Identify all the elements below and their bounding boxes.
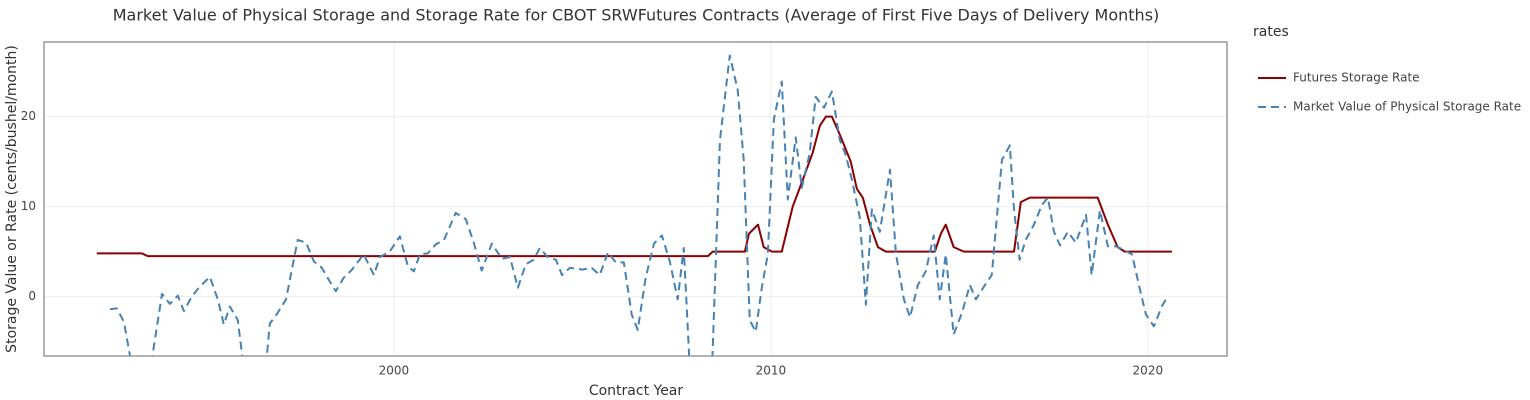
x-tick-label: 2000 — [379, 364, 410, 378]
grid — [44, 42, 1227, 356]
x-tick-label: 2010 — [756, 364, 787, 378]
series-line — [109, 54, 1167, 356]
y-tick-label: 20 — [21, 109, 36, 123]
plot-border — [43, 41, 1228, 357]
y-tick-label: 10 — [21, 199, 36, 213]
legend-label: Market Value of Physical Storage Rate — [1293, 100, 1521, 114]
series-line — [96, 115, 1172, 258]
y-axis-title: Storage Value or Rate (cents/bushel/mont… — [4, 45, 20, 353]
legend: Futures Storage Rate Market Value of Phys… — [1258, 71, 1521, 114]
plot-lines — [96, 54, 1172, 356]
y-tick-label: 0 — [28, 289, 36, 303]
x-axis-title: Contract Year — [589, 383, 684, 399]
x-tick-label: 2020 — [1133, 364, 1164, 378]
legend-label: Futures Storage Rate — [1293, 71, 1420, 85]
chart-title: Market Value of Physical Storage and Sto… — [113, 6, 1160, 25]
legend-title: rates — [1253, 24, 1289, 40]
